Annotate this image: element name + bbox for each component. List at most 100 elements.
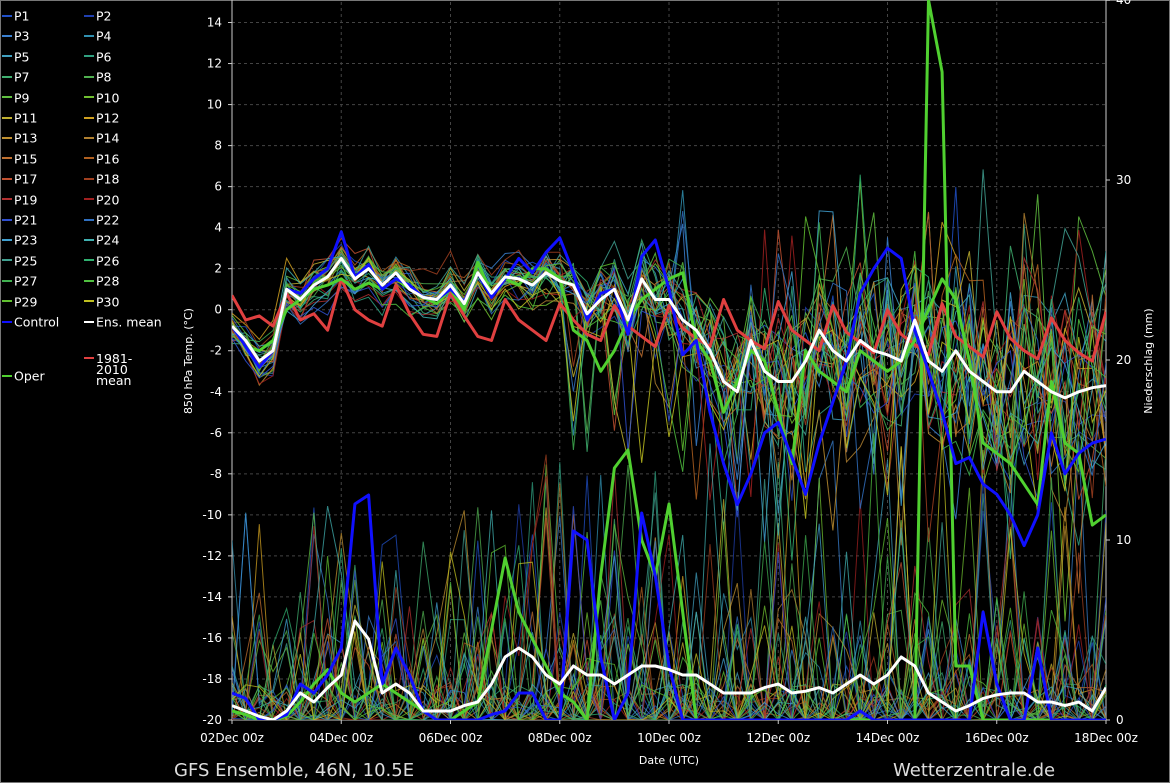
legend-item: P10: [84, 90, 119, 106]
legend-label: P8: [96, 69, 112, 85]
legend-label: P22: [96, 212, 120, 228]
member-precip-line: [232, 448, 1106, 720]
legend-label: P21: [14, 212, 38, 228]
x-tick-label: 02Dec 00z: [200, 731, 264, 745]
y2-tick-label: 0: [1116, 713, 1124, 727]
legend-label: P26: [96, 253, 120, 269]
x-tick-label: 04Dec 00z: [309, 731, 373, 745]
y-tick-label: -16: [202, 631, 222, 645]
legend-item: P4: [84, 28, 112, 44]
legend-swatch: [84, 238, 94, 241]
legend-item: P8: [84, 69, 112, 85]
x-tick-label: 12Dec 00z: [746, 731, 810, 745]
legend-label: P10: [96, 90, 120, 106]
legend-swatch: [2, 55, 12, 58]
legend-item: P12: [84, 110, 119, 126]
legend-item: P25: [2, 253, 37, 269]
y-tick-label: -8: [210, 467, 222, 481]
legend-label: P13: [14, 130, 38, 146]
legend-item: P17: [2, 171, 37, 187]
y-tick-label: -10: [202, 508, 222, 522]
x-tick-label: 10Dec 00z: [637, 731, 701, 745]
legend-item: P21: [2, 212, 37, 228]
member-precip-line: [232, 443, 1106, 720]
member-temp-line: [232, 262, 1106, 518]
legend-swatch: [84, 320, 94, 323]
member-precip-line: [232, 545, 1106, 720]
chart-source-label: GFS Ensemble, 46N, 10.5E: [174, 760, 415, 781]
y-tick-label: -14: [202, 590, 222, 604]
legend-label: P2: [96, 8, 112, 24]
legend-swatch: [2, 238, 12, 241]
y-tick-label: -4: [210, 385, 222, 399]
legend-swatch: [2, 96, 12, 99]
legend-label: P16: [96, 151, 120, 167]
legend-swatch: [2, 300, 12, 303]
x-tick-label: 18Dec 00z: [1074, 731, 1138, 745]
x-tick-label: 08Dec 00z: [528, 731, 592, 745]
legend-label: P12: [96, 110, 120, 126]
y-tick-label: 10: [207, 98, 222, 112]
y-tick-label: 12: [207, 57, 222, 71]
legend-label: P5: [14, 49, 30, 65]
legend-swatch: [84, 177, 94, 180]
y-axis-title: 850 hPa Temp. (°C): [182, 308, 195, 414]
legend-label: P3: [14, 28, 30, 44]
x-tick-label: 06Dec 00z: [419, 731, 483, 745]
legend-swatch: [2, 14, 12, 17]
legend-item: P30: [84, 294, 119, 310]
legend-label: P20: [96, 192, 120, 208]
y2-axis-title: Niederschlag (mm): [1142, 308, 1155, 413]
legend-label: P19: [14, 192, 38, 208]
legend-label: P4: [96, 28, 112, 44]
legend-label: 1981-2010 mean: [96, 351, 133, 388]
legend-item: P26: [84, 253, 119, 269]
y2-tick-label: 30: [1116, 173, 1131, 187]
legend-item: P16: [84, 151, 119, 167]
member-precip-line: [232, 476, 1106, 720]
legend-item: Oper: [2, 368, 45, 384]
site-credit: Wetterzentrale.de: [893, 760, 1056, 781]
y-tick-label: -6: [210, 426, 222, 440]
legend: P1 P2 P3 P4 P5 P6 P7 P8 P9 P10 P11 P12 P13 P14 P15 P16 P…: [0, 0, 190, 400]
legend-item: P24: [84, 232, 119, 248]
legend-item: P20: [84, 192, 119, 208]
y-tick-label: -20: [202, 713, 222, 727]
legend-item: Ens. mean: [84, 314, 162, 330]
legend-label: P15: [14, 151, 38, 167]
legend-swatch: [2, 136, 12, 139]
y2-tick-label: 40: [1116, 0, 1131, 7]
series-precip-line: [232, 0, 1106, 720]
legend-item: P13: [2, 130, 37, 146]
member-precip-line: [232, 433, 1106, 720]
legend-swatch: [2, 218, 12, 221]
plot-area: [232, 0, 1106, 720]
legend-swatch: [84, 218, 94, 221]
member-precip-line: [232, 478, 1106, 720]
legend-item: P3: [2, 28, 30, 44]
legend-label: P27: [14, 273, 38, 289]
y-tick-label: -18: [202, 672, 222, 686]
legend-item: P1: [2, 8, 30, 24]
legend-swatch: [2, 198, 12, 201]
y-tick-label: 6: [214, 180, 222, 194]
legend-label: P14: [96, 130, 120, 146]
legend-item: P7: [2, 69, 30, 85]
legend-item: P18: [84, 171, 119, 187]
y-tick-label: -2: [210, 344, 222, 358]
y-tick-label: 0: [214, 303, 222, 317]
legend-item: P15: [2, 151, 37, 167]
series-temp-line: [232, 261, 1106, 527]
legend-item: P22: [84, 212, 119, 228]
member-precip-line: [232, 477, 1106, 720]
legend-swatch: [2, 320, 12, 323]
legend-item: P19: [2, 192, 37, 208]
legend-label: P9: [14, 90, 30, 106]
legend-swatch: [84, 116, 94, 119]
legend-swatch: [2, 177, 12, 180]
y-tick-label: 8: [214, 139, 222, 153]
legend-swatch: [84, 75, 94, 78]
legend-swatch: [84, 300, 94, 303]
